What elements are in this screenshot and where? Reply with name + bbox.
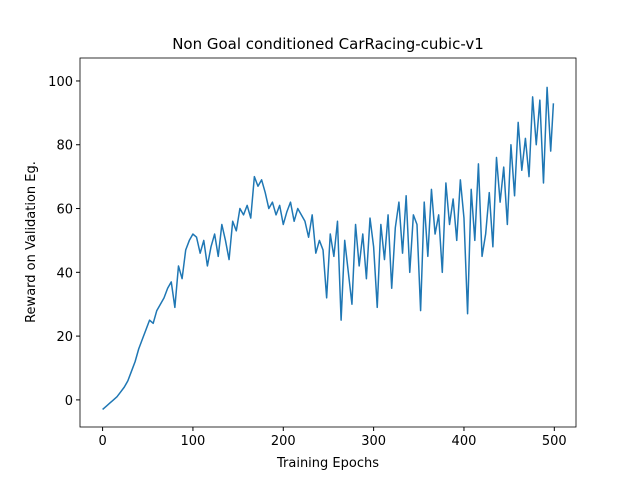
x-tick-label: 0: [98, 434, 106, 449]
x-tick-label: 300: [361, 434, 386, 449]
y-tick-label: 80: [56, 139, 73, 154]
y-tick-label: 40: [56, 266, 73, 281]
x-tick-label: 500: [542, 434, 567, 449]
y-tick-label: 60: [56, 203, 73, 218]
x-tick-label: 400: [452, 434, 477, 449]
x-tick-label: 200: [271, 434, 296, 449]
x-axis-label: Training Epochs: [276, 456, 379, 471]
data-line: [102, 86, 555, 411]
chart-title: Non Goal conditioned CarRacing-cubic-v1: [172, 35, 484, 53]
y-tick-label: 0: [65, 394, 73, 409]
y-axis-label: Reward on Validation Eg.: [24, 161, 39, 323]
axes-frame: [79, 57, 577, 428]
x-tick-label: 100: [181, 434, 206, 449]
y-tick-label: 100: [48, 75, 73, 90]
y-tick-label: 20: [56, 330, 73, 345]
